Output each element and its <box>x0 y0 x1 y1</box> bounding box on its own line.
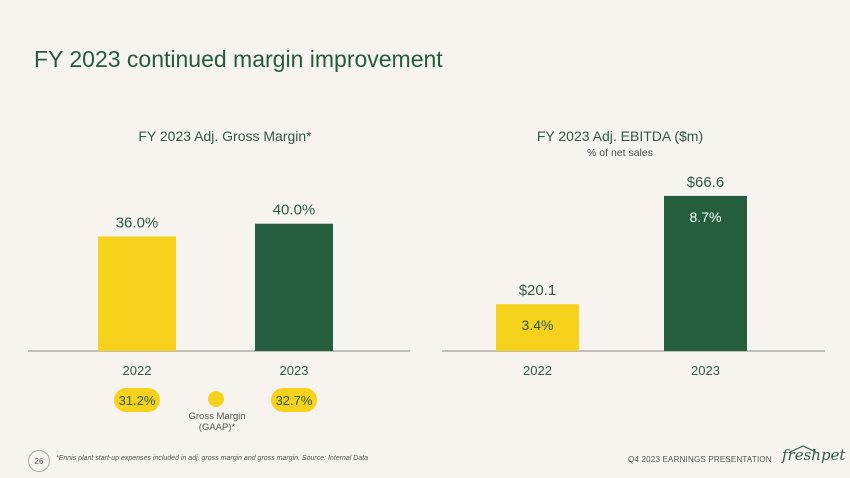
bar-2022 <box>496 304 579 351</box>
page-number: 26 <box>28 450 50 472</box>
footnote: *Ennis plant start-up expenses included … <box>56 455 369 462</box>
tick-label-2023: 2023 <box>280 363 309 378</box>
bar-2022 <box>98 236 176 351</box>
gaap-label-line1: Gross Margin <box>188 411 246 422</box>
gross-margin-chart-title: FY 2023 Adj. Gross Margin* <box>138 128 312 144</box>
logo-roof-icon <box>789 445 817 453</box>
tick-label-2022: 2022 <box>523 363 552 378</box>
inner-label-2023: 8.7% <box>690 209 722 225</box>
value-label-2023: $66.6 <box>687 174 725 191</box>
tick-label-2022: 2022 <box>123 363 152 378</box>
inner-label-2022: 3.4% <box>522 317 554 333</box>
gaap-label-line2: (GAAP)* <box>198 422 236 433</box>
gaap-margin-2023: 32.7% <box>271 388 317 412</box>
tick-label-2023: 2023 <box>691 363 720 378</box>
value-label-2023: 40.0% <box>273 202 316 219</box>
presentation-title: Q4 2023 EARNINGS PRESENTATION <box>628 455 772 464</box>
page-title: FY 2023 continued margin improvement <box>34 46 443 72</box>
gaap-legend-dot <box>208 391 224 407</box>
ebitda-chart-title: FY 2023 Adj. EBITDA ($m) <box>536 128 704 144</box>
gaap-margin-2022: 31.2% <box>114 388 160 412</box>
value-label-2022: $20.1 <box>519 282 557 299</box>
gaap-legend-label: Gross Margin (GAAP)* <box>172 411 262 433</box>
bar-2023 <box>664 195 747 351</box>
bar-2023 <box>255 223 333 351</box>
ebitda-chart-subtitle: % of net sales <box>587 147 653 159</box>
value-label-2022: 36.0% <box>116 214 159 231</box>
freshpet-logo: freshpet <box>782 446 846 464</box>
